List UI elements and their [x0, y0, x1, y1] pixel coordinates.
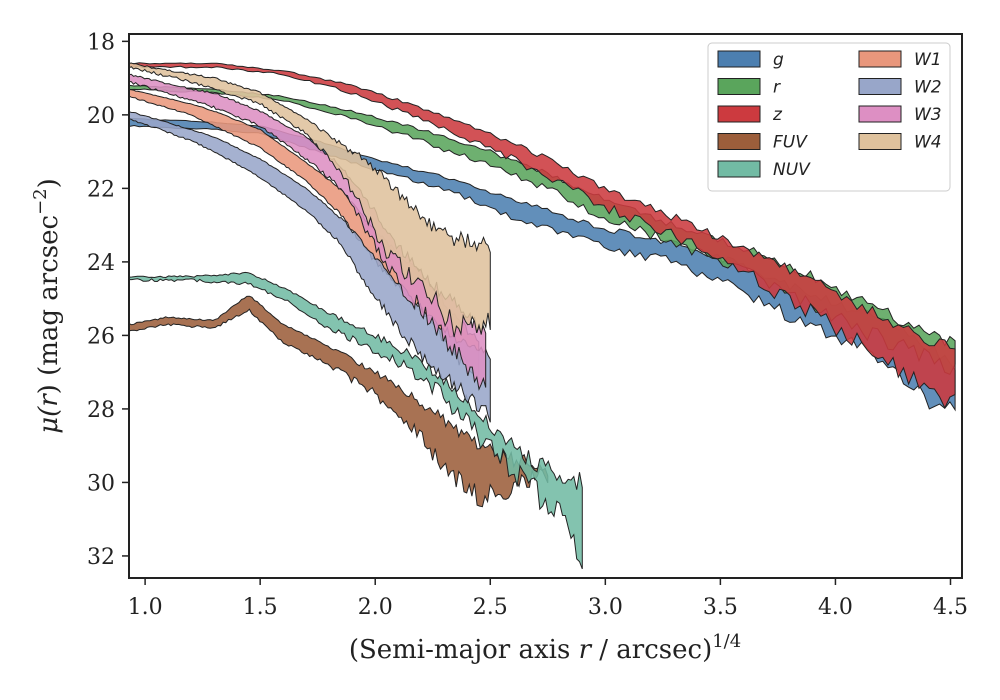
legend-label-w2: W2 — [914, 78, 942, 98]
band-z — [128, 62, 956, 409]
legend-swatch-g — [717, 50, 761, 68]
y-axis-ticks: 18 20 22 24 26 28 30 32 — [87, 30, 129, 570]
legend-label-w1: W1 — [914, 50, 942, 70]
legend-label-w3: W3 — [914, 105, 942, 125]
legend-swatch-nuv — [717, 160, 761, 178]
legend-swatch-w4 — [858, 133, 902, 150]
legend-label-fuv: FUV — [773, 133, 808, 153]
y-tick-label: 20 — [87, 104, 115, 129]
legend-swatch-r — [717, 78, 761, 95]
band-g — [128, 118, 956, 412]
x-tick-label: 3.0 — [588, 595, 623, 620]
x-axis-label: (Semi-major axis r / arcsec)1/4 — [349, 631, 741, 665]
y-axis-label: μ(r) (mag arcsec−2) — [30, 178, 64, 434]
y-tick-label: 28 — [87, 398, 115, 423]
x-tick-label: 3.5 — [703, 595, 738, 620]
band-w3 — [128, 73, 487, 391]
y-tick-label: 32 — [87, 545, 115, 570]
x-axis-ticks: 1.0 1.5 2.0 2.5 3.0 3.5 4.0 4.5 — [128, 578, 968, 620]
legend: grz FUV NUV W1 W2 W3 W4 — [707, 42, 951, 192]
y-tick-label: 18 — [87, 30, 115, 55]
plot-frame — [128, 33, 963, 579]
x-tick-label: 1.5 — [243, 595, 278, 620]
y-tick-label: 30 — [87, 471, 115, 496]
band-nuv — [128, 271, 583, 570]
legend-label-r: r — [773, 78, 781, 98]
legend-swatch-fuv — [717, 133, 761, 150]
band-w2 — [128, 111, 491, 423]
legend-label-nuv: NUV — [773, 160, 811, 180]
y-tick-label: 24 — [87, 251, 115, 276]
legend-swatch-z — [717, 105, 761, 123]
y-tick-label: 26 — [87, 324, 115, 349]
profile-bands — [128, 62, 956, 570]
legend-label-g: g — [773, 50, 784, 70]
x-tick-label: 2.5 — [473, 595, 508, 620]
legend-swatch-w2 — [858, 78, 902, 95]
x-tick-label: 4.5 — [933, 595, 968, 620]
legend-swatch-w1 — [858, 50, 902, 68]
legend-label-z: z — [772, 105, 783, 125]
x-tick-label: 1.0 — [128, 595, 163, 620]
y-tick-label: 22 — [87, 177, 115, 202]
x-tick-label: 4.0 — [818, 595, 853, 620]
x-tick-label: 2.0 — [358, 595, 393, 620]
legend-swatch-w3 — [858, 105, 902, 123]
band-w4 — [128, 62, 491, 338]
legend-label-w4: W4 — [914, 133, 942, 153]
